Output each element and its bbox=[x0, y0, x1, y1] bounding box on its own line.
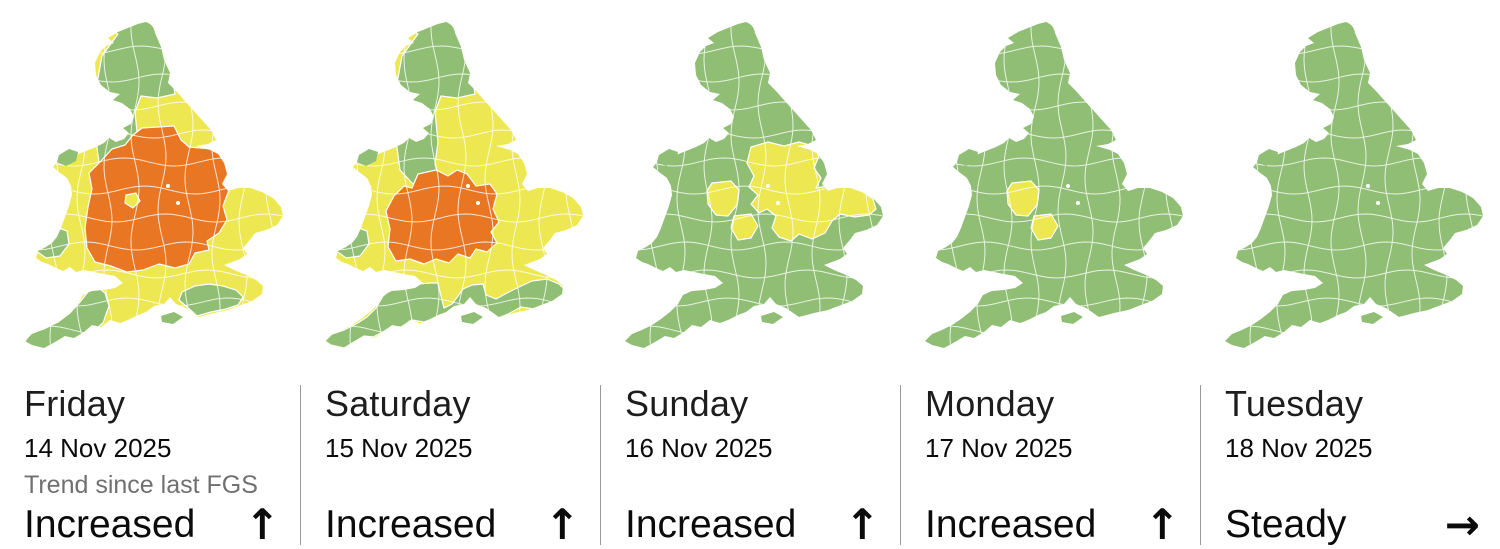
england-wales-map-svg bbox=[625, 22, 883, 348]
trend-label: Increased bbox=[24, 503, 196, 546]
up-arrow-icon: ↑ bbox=[844, 500, 880, 549]
day-name: Monday bbox=[925, 383, 1055, 424]
day-name: Saturday bbox=[325, 383, 471, 424]
day-info: Tuesday 18 Nov 2025 Steady → bbox=[1200, 383, 1500, 549]
england-wales-map-svg bbox=[325, 22, 583, 348]
day-info: Monday 17 Nov 2025 Increased ↑ bbox=[900, 383, 1200, 549]
forecast-panel-tuesday: Tuesday 18 Nov 2025 Steady → bbox=[1200, 0, 1500, 546]
trend-row: Increased ↑ bbox=[24, 500, 280, 549]
day-name: Tuesday bbox=[1225, 383, 1364, 424]
day-date: 14 Nov 2025 bbox=[24, 432, 172, 463]
flood-risk-map bbox=[900, 0, 1200, 380]
day-date: 15 Nov 2025 bbox=[325, 432, 473, 463]
day-date: 18 Nov 2025 bbox=[1225, 432, 1373, 463]
day-info: Friday 14 Nov 2025 Trend since last FGS … bbox=[0, 383, 300, 549]
flood-risk-map bbox=[300, 0, 600, 380]
day-name: Sunday bbox=[625, 383, 749, 424]
england-wales-map-svg bbox=[1225, 22, 1483, 348]
forecast-panel-saturday: Saturday 15 Nov 2025 Increased ↑ bbox=[300, 0, 600, 546]
trend-row: Increased ↑ bbox=[925, 500, 1180, 549]
right-arrow-icon: → bbox=[1444, 500, 1480, 549]
trend-row: Steady → bbox=[1225, 500, 1480, 549]
trend-note: Trend since last FGS bbox=[24, 470, 258, 499]
flood-risk-map bbox=[600, 0, 900, 380]
forecast-panel-friday: Friday 14 Nov 2025 Trend since last FGS … bbox=[0, 0, 300, 546]
day-info: Sunday 16 Nov 2025 Increased ↑ bbox=[600, 383, 900, 549]
trend-label: Steady bbox=[1225, 503, 1347, 546]
up-arrow-icon: ↑ bbox=[544, 500, 580, 549]
trend-label: Increased bbox=[925, 503, 1097, 546]
flood-risk-map bbox=[1200, 0, 1500, 380]
day-info: Saturday 15 Nov 2025 Increased ↑ bbox=[300, 383, 600, 549]
trend-row: Increased ↑ bbox=[625, 500, 880, 549]
england-wales-map-svg bbox=[925, 22, 1183, 348]
flood-risk-map bbox=[0, 0, 300, 380]
up-arrow-icon: ↑ bbox=[1144, 500, 1180, 549]
england-wales-map-svg bbox=[25, 22, 283, 348]
day-name: Friday bbox=[24, 383, 126, 424]
forecast-panel-sunday: Sunday 16 Nov 2025 Increased ↑ bbox=[600, 0, 900, 546]
trend-label: Increased bbox=[325, 503, 497, 546]
forecast-panel-monday: Monday 17 Nov 2025 Increased ↑ bbox=[900, 0, 1200, 546]
trend-label: Increased bbox=[625, 503, 797, 546]
trend-row: Increased ↑ bbox=[325, 500, 580, 549]
day-date: 16 Nov 2025 bbox=[625, 432, 773, 463]
day-date: 17 Nov 2025 bbox=[925, 432, 1073, 463]
up-arrow-icon: ↑ bbox=[244, 500, 280, 549]
